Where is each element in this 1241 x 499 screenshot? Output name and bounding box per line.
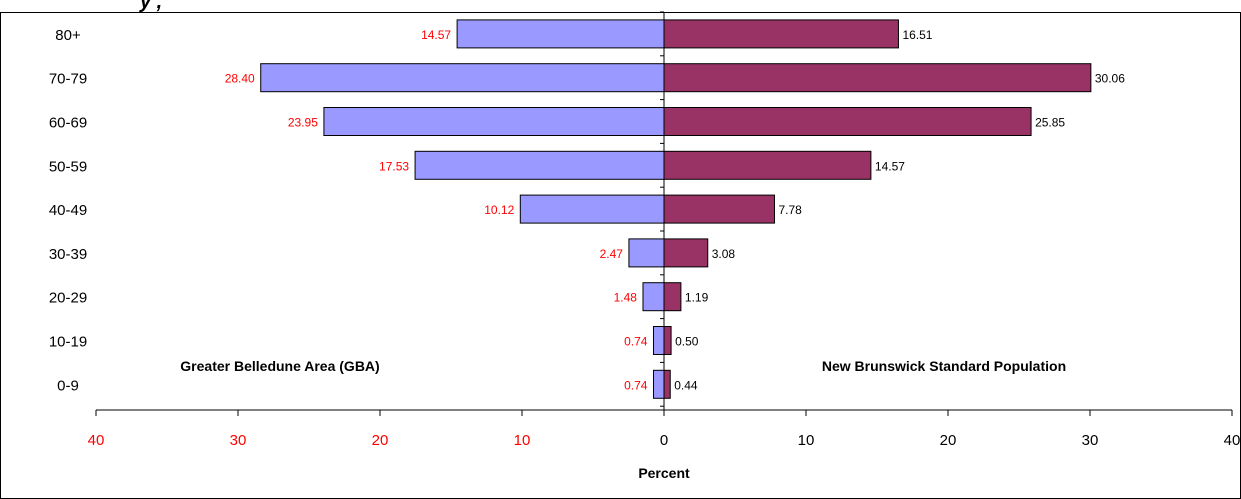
category-label: 40-49 bbox=[49, 202, 87, 219]
right-value-label: 7.78 bbox=[778, 203, 802, 217]
right-bar bbox=[663, 238, 709, 268]
category-label: 80+ bbox=[55, 27, 81, 44]
chart-title-fragment: y , bbox=[139, 0, 162, 13]
right-value-label: 16.51 bbox=[902, 28, 932, 42]
x-tick-label: 10 bbox=[798, 432, 815, 449]
x-tick-label: 40 bbox=[88, 432, 105, 449]
right-bar bbox=[663, 369, 671, 399]
left-value-label: 2.47 bbox=[600, 247, 624, 261]
left-series-label: Greater Belledune Area (GBA) bbox=[180, 358, 379, 374]
category-label: 50-59 bbox=[49, 158, 87, 175]
category-label: 60-69 bbox=[49, 115, 87, 132]
left-bar bbox=[642, 282, 665, 312]
left-bar bbox=[323, 107, 665, 136]
left-value-label: 23.95 bbox=[288, 116, 318, 130]
chart-border bbox=[0, 12, 1241, 499]
right-bar bbox=[663, 194, 775, 224]
category-label: 70-79 bbox=[49, 71, 87, 88]
right-value-label: 0.50 bbox=[675, 335, 699, 349]
left-bar bbox=[414, 150, 665, 180]
category-label: 20-29 bbox=[49, 290, 87, 307]
right-bar bbox=[663, 19, 899, 49]
right-value-label: 0.44 bbox=[674, 378, 698, 392]
left-value-label: 0.74 bbox=[624, 335, 648, 349]
left-value-label: 14.57 bbox=[421, 28, 451, 42]
x-tick-label: 20 bbox=[940, 432, 957, 449]
left-value-label: 28.40 bbox=[225, 72, 255, 86]
x-tick-label: 30 bbox=[1082, 432, 1099, 449]
x-tick-label: 10 bbox=[514, 432, 531, 449]
right-bar bbox=[663, 326, 672, 355]
left-bar bbox=[652, 369, 665, 399]
category-label: 10-19 bbox=[49, 334, 87, 351]
x-tick-label: 20 bbox=[372, 432, 389, 449]
left-value-label: 0.74 bbox=[624, 378, 648, 392]
right-bar bbox=[663, 63, 1092, 93]
left-bar bbox=[260, 63, 665, 93]
right-bar bbox=[663, 282, 682, 312]
left-bar bbox=[652, 326, 665, 355]
right-value-label: 1.19 bbox=[685, 291, 709, 305]
right-bar bbox=[663, 107, 1032, 136]
right-value-label: 25.85 bbox=[1035, 116, 1065, 130]
right-value-label: 3.08 bbox=[712, 247, 736, 261]
left-bar bbox=[456, 19, 665, 49]
right-value-label: 30.06 bbox=[1095, 72, 1125, 86]
right-series-label: New Brunswick Standard Population bbox=[822, 358, 1066, 374]
left-value-label: 1.48 bbox=[614, 291, 638, 305]
x-tick-label: 40 bbox=[1224, 432, 1241, 449]
left-value-label: 10.12 bbox=[484, 203, 514, 217]
category-label: 30-39 bbox=[49, 246, 87, 263]
category-label: 0-9 bbox=[57, 377, 79, 394]
right-bar bbox=[663, 150, 872, 180]
plot-area: 40 30 20 10 0 10 20 30 40 80+ 14.57 16.51 70-79 28.40… bbox=[49, 11, 1241, 449]
x-tick-label: 30 bbox=[230, 432, 247, 449]
left-bar bbox=[628, 238, 665, 268]
x-axis-title: Percent bbox=[638, 465, 690, 481]
left-value-label: 17.53 bbox=[379, 159, 409, 173]
title-mask bbox=[0, 0, 1241, 12]
left-bar bbox=[519, 194, 665, 224]
x-tick-label: 0 bbox=[660, 432, 668, 449]
right-value-label: 14.57 bbox=[875, 159, 905, 173]
